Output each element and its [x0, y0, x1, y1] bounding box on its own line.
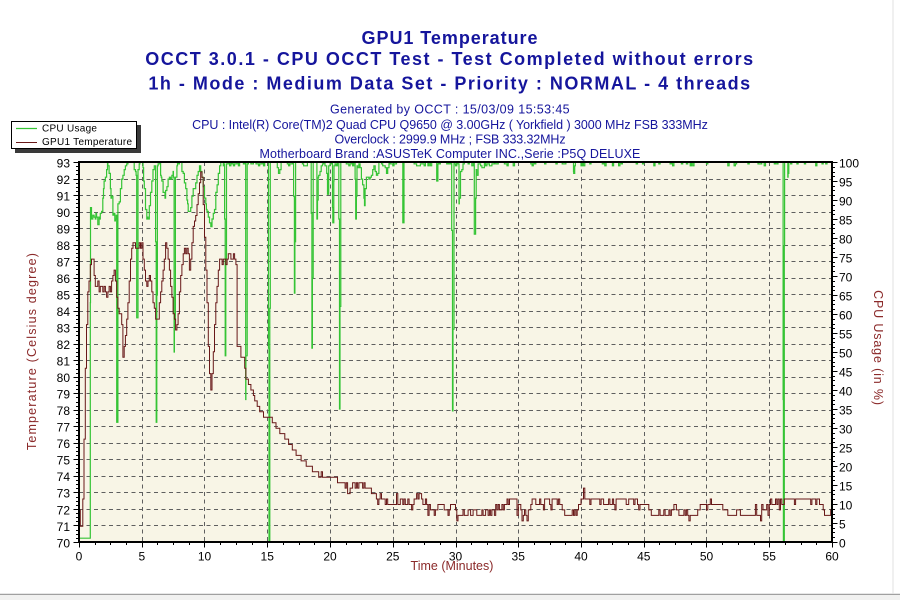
svg-text:90: 90 [57, 206, 71, 220]
svg-text:GPU1 Temperature: GPU1 Temperature [42, 137, 132, 148]
svg-text:90: 90 [839, 194, 853, 208]
svg-text:76: 76 [57, 437, 71, 451]
svg-text:0: 0 [839, 536, 846, 550]
svg-text:70: 70 [839, 270, 853, 284]
svg-text:20: 20 [839, 460, 853, 474]
svg-text:55: 55 [763, 550, 777, 564]
svg-text:25: 25 [386, 550, 400, 564]
svg-text:80: 80 [839, 232, 853, 246]
svg-text:85: 85 [839, 213, 853, 227]
svg-text:GPU1 Temperature: GPU1 Temperature [362, 28, 539, 48]
svg-text:40: 40 [839, 384, 853, 398]
svg-text:Generated by OCCT : 15/03/09 1: Generated by OCCT : 15/03/09 15:53:45 [330, 103, 570, 117]
svg-text:73: 73 [57, 487, 71, 501]
svg-text:87: 87 [57, 255, 71, 269]
svg-text:86: 86 [57, 272, 71, 286]
svg-text:CPU Usage (in %): CPU Usage (in %) [871, 290, 885, 406]
svg-text:79: 79 [57, 388, 71, 402]
svg-text:30: 30 [839, 422, 853, 436]
svg-text:50: 50 [700, 550, 714, 564]
svg-text:OCCT 3.0.1 - CPU OCCT Test - T: OCCT 3.0.1 - CPU OCCT Test - Test Comple… [145, 49, 754, 69]
svg-text:1h - Mode : Medium Data Set -: 1h - Mode : Medium Data Set - Priority :… [148, 74, 751, 94]
svg-text:95: 95 [839, 175, 853, 189]
svg-text:60: 60 [825, 550, 839, 564]
svg-text:92: 92 [57, 173, 71, 187]
svg-text:71: 71 [57, 520, 71, 534]
svg-text:10: 10 [198, 550, 212, 564]
svg-text:45: 45 [637, 550, 651, 564]
svg-text:85: 85 [57, 289, 71, 303]
svg-text:20: 20 [323, 550, 337, 564]
svg-text:5: 5 [138, 550, 145, 564]
svg-text:91: 91 [57, 189, 71, 203]
svg-text:15: 15 [261, 550, 275, 564]
svg-text:35: 35 [839, 403, 853, 417]
svg-text:Overclock : 2999.9 MHz ; FSB 3: Overclock : 2999.9 MHz ; FSB 333.32MHz [335, 133, 566, 147]
svg-text:100: 100 [839, 156, 859, 170]
svg-text:74: 74 [57, 470, 71, 484]
svg-text:CPU Usage: CPU Usage [42, 124, 97, 135]
svg-text:75: 75 [57, 454, 71, 468]
svg-text:45: 45 [839, 365, 853, 379]
svg-text:25: 25 [839, 441, 853, 455]
svg-text:0: 0 [76, 550, 83, 564]
svg-text:50: 50 [839, 346, 853, 360]
svg-text:75: 75 [839, 251, 853, 265]
svg-text:Motherboard Brand :ASUSTeK Com: Motherboard Brand :ASUSTeK Computer INC.… [260, 147, 641, 161]
svg-text:84: 84 [57, 305, 71, 319]
svg-text:93: 93 [57, 156, 71, 170]
svg-text:CPU : Intel(R) Core(TM)2 Quad: CPU : Intel(R) Core(TM)2 Quad CPU Q9650 … [192, 118, 708, 132]
svg-text:72: 72 [57, 503, 71, 517]
svg-text:78: 78 [57, 404, 71, 418]
svg-text:88: 88 [57, 239, 71, 253]
svg-text:5: 5 [839, 517, 846, 531]
svg-text:30: 30 [449, 550, 463, 564]
svg-text:77: 77 [57, 421, 71, 435]
svg-text:89: 89 [57, 222, 71, 236]
svg-text:70: 70 [57, 536, 71, 550]
svg-text:82: 82 [57, 338, 71, 352]
svg-text:83: 83 [57, 322, 71, 336]
svg-text:Temperature (Celsius degree): Temperature (Celsius degree) [25, 252, 39, 450]
svg-text:81: 81 [57, 355, 71, 369]
svg-text:55: 55 [839, 327, 853, 341]
svg-text:Time (Minutes): Time (Minutes) [411, 559, 494, 573]
svg-text:10: 10 [839, 498, 853, 512]
svg-text:80: 80 [57, 371, 71, 385]
svg-text:40: 40 [574, 550, 588, 564]
svg-text:35: 35 [512, 550, 526, 564]
svg-text:65: 65 [839, 289, 853, 303]
svg-text:15: 15 [839, 479, 853, 493]
svg-text:60: 60 [839, 308, 853, 322]
